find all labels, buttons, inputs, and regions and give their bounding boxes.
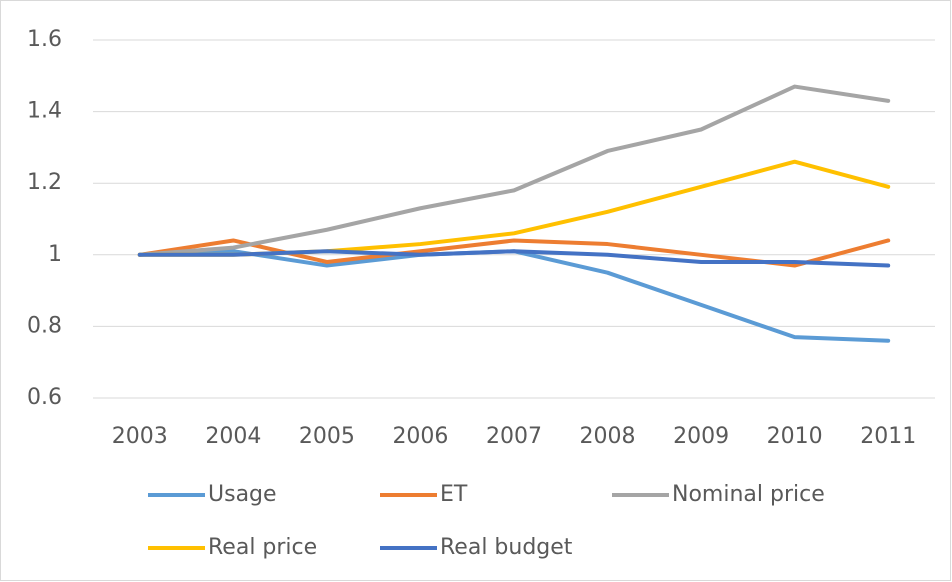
x-tick-label: 2004	[205, 424, 261, 449]
x-tick-label: 2005	[299, 424, 355, 449]
x-tick-label: 2007	[486, 424, 542, 449]
legend-label: Usage	[208, 482, 277, 507]
legend-label: Real budget	[440, 535, 573, 560]
x-tick-label: 2008	[580, 424, 636, 449]
x-tick-label: 2010	[767, 424, 823, 449]
y-tick-label: 1.2	[27, 170, 62, 195]
y-tick-label: 1.4	[27, 99, 62, 124]
y-tick-label: 1	[48, 242, 62, 267]
x-tick-label: 2006	[392, 424, 448, 449]
legend-label: ET	[440, 482, 468, 507]
series-line	[137, 249, 891, 268]
y-tick-label: 1.6	[27, 27, 62, 52]
series-line	[137, 84, 891, 257]
x-tick-label: 2009	[673, 424, 729, 449]
legend-label: Real price	[208, 535, 317, 560]
x-tick-label: 2003	[112, 424, 168, 449]
legend-label: Nominal price	[672, 482, 825, 507]
y-tick-label: 0.8	[27, 313, 62, 338]
x-tick-label: 2011	[860, 424, 916, 449]
y-tick-label: 0.6	[27, 385, 62, 410]
